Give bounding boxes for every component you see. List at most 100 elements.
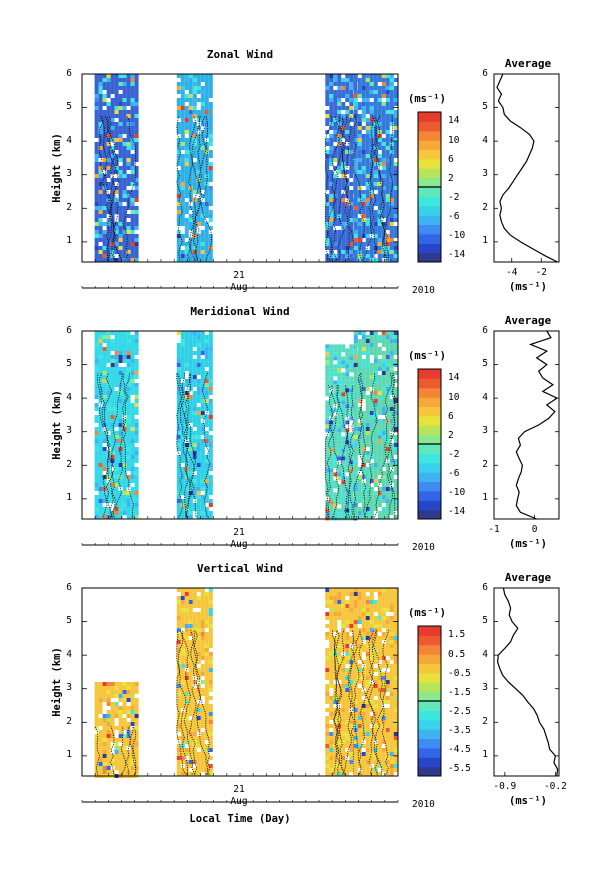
heatmap-cell <box>345 114 350 118</box>
heatmap-cell <box>353 724 358 728</box>
heatmap-cell <box>200 74 205 78</box>
heatmap-cell <box>102 339 107 343</box>
data-block <box>325 588 358 776</box>
heatmap-cell <box>196 471 201 475</box>
heatmap-cell <box>357 608 362 612</box>
heatmap-cell <box>200 130 205 134</box>
heatmap-cell <box>385 355 390 359</box>
heatmap-cell <box>373 644 378 648</box>
heatmap-cell <box>102 142 107 146</box>
heatmap-cell <box>184 459 189 463</box>
heatmap-cell <box>114 359 119 363</box>
heatmap-cell <box>373 246 378 250</box>
heatmap-cell <box>373 676 378 680</box>
heatmap-cell <box>333 744 338 748</box>
heatmap-cell <box>180 499 185 503</box>
heatmap-cell <box>365 178 370 182</box>
heatmap-cell <box>345 444 350 449</box>
heatmap-cell <box>341 194 346 198</box>
heatmap-cell <box>106 371 111 375</box>
heatmap-cell <box>329 708 334 712</box>
heatmap-cell <box>102 371 107 375</box>
heatmap-cell <box>349 384 354 389</box>
heatmap-cell <box>204 744 209 748</box>
heatmap-cell <box>337 464 342 469</box>
heatmap-cell <box>365 210 370 214</box>
heatmap-cell <box>393 451 398 455</box>
heatmap-cell <box>353 74 358 78</box>
heatmap-cell <box>345 704 350 708</box>
heatmap-cell <box>102 122 107 126</box>
heatmap-cell <box>365 491 370 495</box>
data-block <box>353 331 398 519</box>
heatmap-cell <box>381 94 386 98</box>
heatmap-cell <box>98 710 103 714</box>
heatmap-cell <box>102 190 107 194</box>
heatmap-cell <box>114 750 119 754</box>
heatmap-cell <box>118 170 123 174</box>
heatmap-cell <box>337 600 342 604</box>
heatmap-cell <box>361 170 366 174</box>
colorbar-swatch <box>418 406 441 417</box>
heatmap-cell <box>118 218 123 222</box>
colorbar-swatch <box>418 224 441 235</box>
heatmap-cell <box>204 724 209 728</box>
heatmap-cell <box>377 210 382 214</box>
heatmap-cell <box>357 359 362 363</box>
heatmap-cell <box>106 403 111 407</box>
heatmap-cell <box>94 158 99 162</box>
heatmap-cell <box>337 134 342 138</box>
heatmap-cell <box>180 483 185 487</box>
heatmap-cell <box>325 82 330 86</box>
heatmap-cell <box>208 744 213 748</box>
heatmap-cell <box>130 242 135 246</box>
heatmap-cell <box>204 764 209 768</box>
heatmap-cell <box>369 343 374 347</box>
heatmap-cell <box>385 122 390 126</box>
heatmap-cell <box>184 455 189 459</box>
heatmap-cell <box>353 664 358 668</box>
heatmap-cell <box>122 242 127 246</box>
heatmap-cell <box>341 428 346 433</box>
heatmap-cell <box>180 748 185 752</box>
heatmap-cell <box>184 600 189 604</box>
heatmap-cell <box>341 704 346 708</box>
heatmap-cell <box>118 138 123 142</box>
heatmap-cell <box>361 604 366 608</box>
heatmap-cell <box>106 459 111 463</box>
heatmap-cell <box>325 708 330 712</box>
heatmap-cell <box>377 214 382 218</box>
heatmap-cell <box>345 360 350 365</box>
heatmap-cell <box>208 74 213 78</box>
heatmap-cell <box>98 391 103 395</box>
heatmap-cell <box>369 475 374 479</box>
heatmap-cell <box>365 439 370 443</box>
heatmap-cell <box>357 138 362 142</box>
heatmap-cell <box>134 423 139 427</box>
heatmap-cell <box>353 696 358 700</box>
heatmap-cell <box>114 234 119 238</box>
heatmap-cell <box>349 142 354 146</box>
heatmap-cell <box>184 724 189 728</box>
heatmap-cell <box>176 242 181 246</box>
heatmap-cell <box>353 218 358 222</box>
heatmap-cell <box>349 612 354 616</box>
heatmap-cell <box>188 656 193 660</box>
heatmap-cell <box>345 456 350 461</box>
heatmap-cell <box>357 423 362 427</box>
heatmap-cell <box>341 258 346 262</box>
contour-line <box>333 629 341 775</box>
heatmap-cell <box>130 419 135 423</box>
heatmap-cell <box>122 399 127 403</box>
heatmap-cell <box>98 459 103 463</box>
heatmap-cell <box>114 78 119 82</box>
heatmap-cell <box>325 178 330 182</box>
heatmap-cell <box>337 652 342 656</box>
heatmap-cell <box>377 383 382 387</box>
heatmap-cell <box>357 367 362 371</box>
heatmap-cell <box>345 448 350 453</box>
heatmap-cell <box>361 716 366 720</box>
colorbar-tick-label: -10 <box>448 487 465 498</box>
heatmap-cell <box>353 487 358 491</box>
heatmap-cell <box>329 484 334 489</box>
